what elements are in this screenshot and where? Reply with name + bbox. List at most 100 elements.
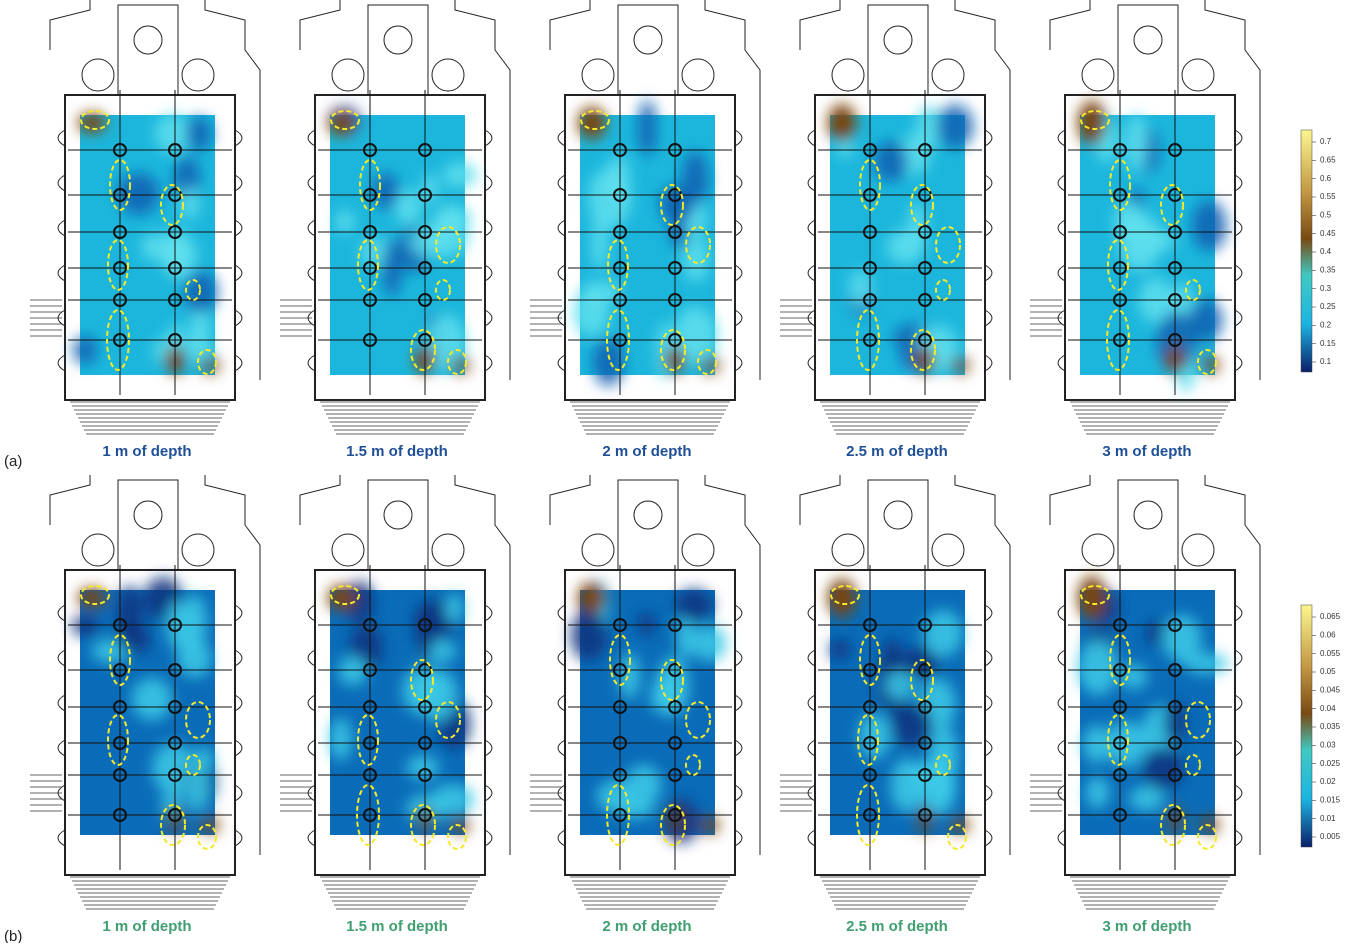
plan-panel	[30, 0, 260, 434]
heat-blob	[186, 117, 212, 151]
plan-dome	[384, 501, 412, 529]
colorbar-tick-label: 0.6	[1320, 174, 1332, 183]
plan-dome	[384, 26, 412, 54]
heat-blob	[141, 233, 169, 261]
heat-blob	[859, 713, 891, 758]
heat-blob	[578, 582, 606, 614]
heat-blob	[885, 670, 915, 700]
plan-dome	[884, 26, 912, 54]
heatmap	[1078, 101, 1227, 392]
heatmap	[828, 104, 974, 375]
plan-tower	[332, 534, 364, 566]
colorbar-tick-label: 0.4	[1320, 247, 1332, 256]
heat-blob	[338, 656, 367, 685]
heat-blob	[638, 612, 656, 635]
plan-apse	[1118, 480, 1178, 575]
colorbar-tick-label: 0.03	[1320, 740, 1336, 749]
heat-blob	[200, 356, 220, 374]
plan-apse	[368, 5, 428, 100]
row-label: (b)	[4, 928, 22, 943]
colorbar-tick-label: 0.25	[1320, 302, 1336, 311]
heat-blob	[431, 784, 474, 815]
plan-dome	[1134, 26, 1162, 54]
colorbar-tick-label: 0.5	[1320, 210, 1332, 219]
colorbar	[1301, 605, 1312, 847]
heat-blob	[1200, 356, 1220, 374]
heat-blob	[932, 765, 954, 807]
heatmap	[574, 100, 720, 386]
heat-blob	[849, 270, 872, 308]
plan-apse	[868, 5, 928, 100]
plan-tower	[682, 59, 714, 91]
plan-panel	[1030, 0, 1260, 434]
heat-blob	[445, 593, 463, 623]
heat-blob	[132, 678, 172, 721]
heat-blob	[923, 610, 963, 656]
plan-dome	[134, 26, 162, 54]
row-label: (a)	[4, 453, 22, 470]
plan-panel	[530, 0, 760, 434]
heat-blob	[1163, 615, 1202, 662]
panel-caption: 1 m of depth	[102, 918, 191, 935]
panel-caption: 2.5 m of depth	[846, 443, 948, 460]
heat-blob	[1086, 776, 1110, 808]
plan-tower	[932, 59, 964, 91]
plan-tower	[932, 534, 964, 566]
plan-apse	[868, 480, 928, 575]
heat-blob	[1192, 200, 1227, 251]
heat-blob	[330, 717, 352, 760]
plan-tower	[82, 59, 114, 91]
plan-panel	[530, 475, 760, 909]
colorbar-tick-label: 0.35	[1320, 265, 1336, 274]
plan-dome	[634, 501, 662, 529]
heatmap	[571, 581, 727, 844]
plan-panel	[280, 475, 510, 909]
colorbar-tick-label: 0.2	[1320, 320, 1332, 329]
heat-blob	[571, 611, 608, 661]
heat-blob	[1083, 725, 1110, 763]
heat-blob	[118, 624, 150, 653]
heat-blob	[72, 616, 99, 637]
figure: 1 m of depth1.5 m of depth2 m of depth2.…	[0, 0, 1358, 943]
plan-panel	[30, 475, 260, 909]
plan-tower	[82, 534, 114, 566]
colorbar-tick-label: 0.055	[1320, 649, 1341, 658]
plan-tower	[1182, 534, 1214, 566]
colorbar-tick-label: 0.015	[1320, 795, 1341, 804]
panel-caption: 2 m of depth	[602, 918, 691, 935]
colorbar-tick-label: 0.01	[1320, 814, 1336, 823]
plan-tower	[682, 534, 714, 566]
colorbar-tick-label: 0.7	[1320, 137, 1332, 146]
colorbar	[1301, 130, 1312, 372]
heat-blob	[936, 104, 973, 148]
heat-blob	[443, 162, 477, 188]
heat-blob	[700, 816, 720, 834]
heat-blob	[193, 747, 214, 772]
panel-caption: 3 m of depth	[1102, 918, 1191, 935]
colorbar-tick-label: 0.45	[1320, 229, 1336, 238]
plan-panel	[1030, 475, 1260, 909]
colorbar-tick-label: 0.55	[1320, 192, 1336, 201]
colorbar-tick-label: 0.05	[1320, 667, 1336, 676]
heat-blob	[1120, 664, 1147, 689]
colorbar-tick-label: 0.3	[1320, 284, 1332, 293]
panel-caption: 1 m of depth	[102, 443, 191, 460]
plan-tower	[1082, 59, 1114, 91]
plan-apse	[118, 480, 178, 575]
plan-dome	[1134, 501, 1162, 529]
colorbar-tick-label: 0.65	[1320, 155, 1336, 164]
heat-blob	[891, 703, 933, 746]
heat-blob	[450, 356, 470, 374]
heatmap	[328, 581, 474, 835]
colorbar-tick-label: 0.1	[1320, 357, 1332, 366]
heat-blob	[581, 281, 622, 302]
plan-panel	[780, 0, 1010, 434]
heat-blob	[335, 210, 355, 233]
plan-apse	[118, 5, 178, 100]
plan-tower	[582, 534, 614, 566]
colorbar-tick-label: 0.02	[1320, 777, 1336, 786]
plan-apse	[618, 5, 678, 100]
heatmap	[73, 113, 220, 375]
plan-tower	[1182, 59, 1214, 91]
colorbar-tick-label: 0.06	[1320, 630, 1336, 639]
